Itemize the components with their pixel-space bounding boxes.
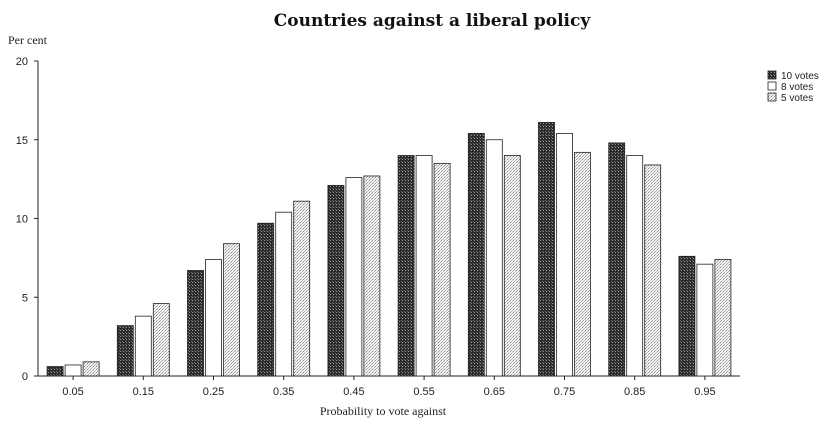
- bar-8-votes-0.95: [696, 263, 714, 377]
- y-ticks: 0 5 10 15 20: [16, 56, 38, 383]
- y-tick-label: 20: [16, 56, 28, 68]
- bar-8-votes-0.05: [64, 364, 82, 377]
- x-ticks: 0.05 0.15 0.25 0.35 0.45 0.55 0.65 0.75 0.85 0.95: [62, 376, 716, 398]
- legend-label: 8 votes: [781, 82, 813, 93]
- bar-8-votes-0.85: [626, 155, 644, 377]
- bar-10-votes-0.25: [187, 270, 204, 377]
- bar-10-votes-0.55: [397, 155, 415, 377]
- bar-5-votes-0.55: [433, 162, 451, 377]
- legend-swatch-10-votes: [767, 70, 777, 80]
- y-axis-label: Per cent: [8, 33, 48, 47]
- bar-8-votes-0.75: [556, 133, 573, 377]
- bar-5-votes-0.15: [152, 303, 170, 377]
- x-axis-label: Probability to vote against: [320, 404, 447, 418]
- bar-8-votes-0.35: [275, 211, 293, 377]
- x-tick-label: 0.55: [413, 386, 434, 398]
- bar-10-votes-0.75: [538, 122, 555, 377]
- y-tick-label: 5: [22, 292, 28, 304]
- x-tick-label: 0.05: [62, 386, 83, 398]
- legend-swatch-5-votes: [767, 92, 777, 102]
- bar-5-votes-0.85: [644, 164, 662, 377]
- y-tick-label: 15: [16, 135, 28, 147]
- bar-5-votes-0.05: [82, 361, 100, 377]
- legend-label: 5 votes: [781, 93, 813, 104]
- bar-8-votes-0.55: [415, 155, 433, 377]
- bar-8-votes-0.65: [485, 139, 503, 377]
- bar-8-votes-0.25: [205, 259, 222, 377]
- legend-label: 10 votes: [781, 71, 819, 82]
- legend-swatch-8-votes: [767, 81, 777, 91]
- bar-10-votes-0.65: [467, 133, 485, 377]
- bar-8-votes-0.15: [134, 315, 152, 377]
- chart-title: Countries against a liberal policy: [274, 11, 592, 31]
- x-tick-label: 0.95: [694, 386, 715, 398]
- bar-5-votes-0.35: [293, 200, 311, 377]
- bar-8-votes-0.45: [345, 177, 363, 377]
- bar-5-votes-0.75: [574, 151, 591, 377]
- x-tick-label: 0.65: [484, 386, 505, 398]
- x-tick-label: 0.75: [554, 386, 575, 398]
- y-tick-label: 0: [22, 371, 28, 383]
- x-tick-label: 0.45: [343, 386, 364, 398]
- bar-10-votes-0.85: [608, 142, 626, 377]
- x-tick-label: 0.25: [203, 386, 224, 398]
- bar-5-votes-0.95: [714, 259, 732, 377]
- bar-5-votes-0.45: [363, 175, 381, 377]
- bar-5-votes-0.25: [223, 243, 240, 377]
- x-tick-label: 0.15: [133, 386, 154, 398]
- bar-10-votes-0.95: [678, 255, 696, 377]
- bars: [46, 122, 732, 377]
- bar-10-votes-0.05: [46, 366, 64, 377]
- x-tick-label: 0.85: [624, 386, 645, 398]
- bar-5-votes-0.65: [503, 155, 521, 377]
- x-tick-label: 0.35: [273, 386, 294, 398]
- y-tick-label: 10: [16, 214, 28, 226]
- bar-10-votes-0.35: [257, 222, 275, 377]
- bar-10-votes-0.45: [327, 185, 345, 377]
- bar-10-votes-0.15: [116, 325, 134, 377]
